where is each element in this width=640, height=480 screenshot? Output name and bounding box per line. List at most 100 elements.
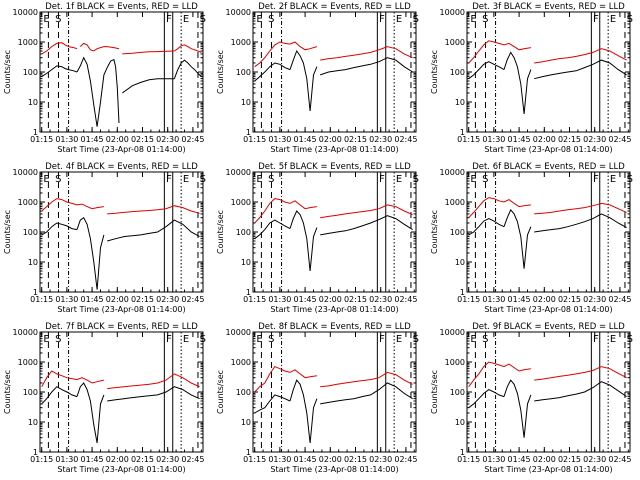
x-tick-label: 01:15 [243,135,266,144]
y-tick-label: 1 [460,128,465,137]
interval-marker: F [166,334,172,345]
x-tick-label: 01:15 [30,455,53,464]
x-tick-label: 02:45 [394,455,417,464]
x-tick-label: 02:15 [558,295,581,304]
y-tick-label: 10000 [440,328,465,337]
y-tick-label: 10 [241,258,251,267]
series-events-line [41,222,78,236]
series-lld-line [122,50,175,55]
series-lld-line [41,198,104,212]
series-lld-line [41,370,105,387]
x-tick-label: 01:45 [294,455,317,464]
x-tick-label: 01:45 [81,135,104,144]
y-tick-label: 1 [460,448,465,457]
panel-title: Det. 2f BLACK = Events, RED = LLD [258,2,411,12]
series-events-line [289,379,318,444]
y-tick-label: 10000 [440,168,465,177]
x-tick-label: 02:15 [558,455,581,464]
series-events-line [107,386,200,402]
x-tick-label: 01:15 [30,295,53,304]
x-tick-label: 02:00 [319,135,342,144]
x-tick-label: 02:15 [344,295,367,304]
panel-det-7: Det. 7f BLACK = Events, RED = LLD 1 10 100 1… [3,322,206,474]
series-events-line [534,59,627,80]
y-tick-label: 100 [450,388,465,397]
series-events-line [254,394,291,414]
interval-marker: E [256,334,262,345]
series-lld-line [320,204,413,219]
x-tick-label: 02:00 [533,295,556,304]
y-tick-label: 1000 [18,358,38,367]
x-tick-label: 01:45 [294,135,317,144]
y-tick-label: 10000 [226,328,251,337]
x-tick-label: 01:15 [457,295,480,304]
x-tick-label: 02:30 [369,455,392,464]
series-lld-line [107,205,200,215]
series-events-line [503,51,532,114]
y-tick-label: 10000 [13,168,38,177]
x-tick-label: 02:45 [608,295,631,304]
panel-title: Det. 8f BLACK = Events, RED = LLD [258,322,411,332]
y-tick-label: 100 [450,228,465,237]
x-tick-label: 02:45 [608,135,631,144]
y-axis-label: Counts/sec [430,370,439,414]
y-tick-label: 1 [246,448,251,457]
panel-det-5: Det. 5f BLACK = Events, RED = LLD 1 10 100 1… [216,162,419,314]
x-tick-label: 01:30 [55,295,78,304]
y-tick-label: 10000 [440,8,465,17]
x-tick-label: 02:30 [369,295,392,304]
x-tick-label: 02:00 [533,455,556,464]
panel-det-3: Det. 3f BLACK = Events, RED = LLD 1 10 100 1… [430,2,633,154]
interval-marker: F [166,14,172,25]
series-lld-line [320,371,413,388]
series-events-line [41,65,78,78]
x-tick-label: 02:00 [319,455,342,464]
x-axis-label: Start Time (23-Apr-08 01:14:00) [270,305,398,314]
y-tick-label: 10 [28,98,38,107]
x-tick-label: 02:30 [156,295,179,304]
x-tick-label: 01:30 [268,295,291,304]
x-axis-label: Start Time (23-Apr-08 01:14:00) [57,465,185,474]
panel-title: Det. 3f BLACK = Events, RED = LLD [472,2,625,12]
x-tick-label: 01:30 [55,135,78,144]
interval-marker: F [379,334,385,345]
y-tick-label: 10 [455,418,465,427]
y-axis-label: Counts/sec [3,50,12,94]
panel-det-1: Det. 1f BLACK = Events, RED = LLD 1 10 100 1… [3,2,206,154]
x-tick-label: 01:45 [81,455,104,464]
y-tick-label: 10000 [13,328,38,337]
x-tick-label: 01:30 [482,295,505,304]
panel-det-8: Det. 8f BLACK = Events, RED = LLD 1 10 100 1… [216,322,419,474]
y-tick-label: 10 [241,98,251,107]
series-events-line [173,59,202,79]
interval-marker: S [482,14,488,25]
x-tick-label: 01:30 [268,455,291,464]
series-lld-line [468,197,531,219]
series-events-line [289,210,318,272]
x-axis-label: Start Time (23-Apr-08 01:14:00) [484,465,612,474]
x-tick-label: 02:45 [181,455,204,464]
y-tick-label: 1000 [18,198,38,207]
interval-marker: S [413,14,419,25]
series-lld-line [107,373,200,390]
interval-marker: E [470,14,476,25]
interval-marker: E [396,334,402,345]
y-tick-label: 1 [246,288,251,297]
interval-marker: S [200,174,206,185]
x-tick-label: 01:45 [508,135,531,144]
panel-title: Det. 5f BLACK = Events, RED = LLD [258,162,411,172]
panel-title: Det. 9f BLACK = Events, RED = LLD [472,322,625,332]
series-lld-line [320,46,413,61]
plot-frame [466,331,631,453]
x-tick-label: 02:30 [583,455,606,464]
interval-marker: S [55,174,61,185]
x-axis-label: Start Time (23-Apr-08 01:14:00) [484,145,612,154]
y-axis-label: Counts/sec [430,50,439,94]
x-tick-label: 01:30 [482,135,505,144]
x-tick-label: 02:45 [181,135,204,144]
interval-marker: E [470,334,476,345]
y-tick-label: 100 [23,68,38,77]
x-tick-label: 02:15 [344,455,367,464]
x-tick-label: 01:15 [243,295,266,304]
interval-marker: E [470,174,476,185]
